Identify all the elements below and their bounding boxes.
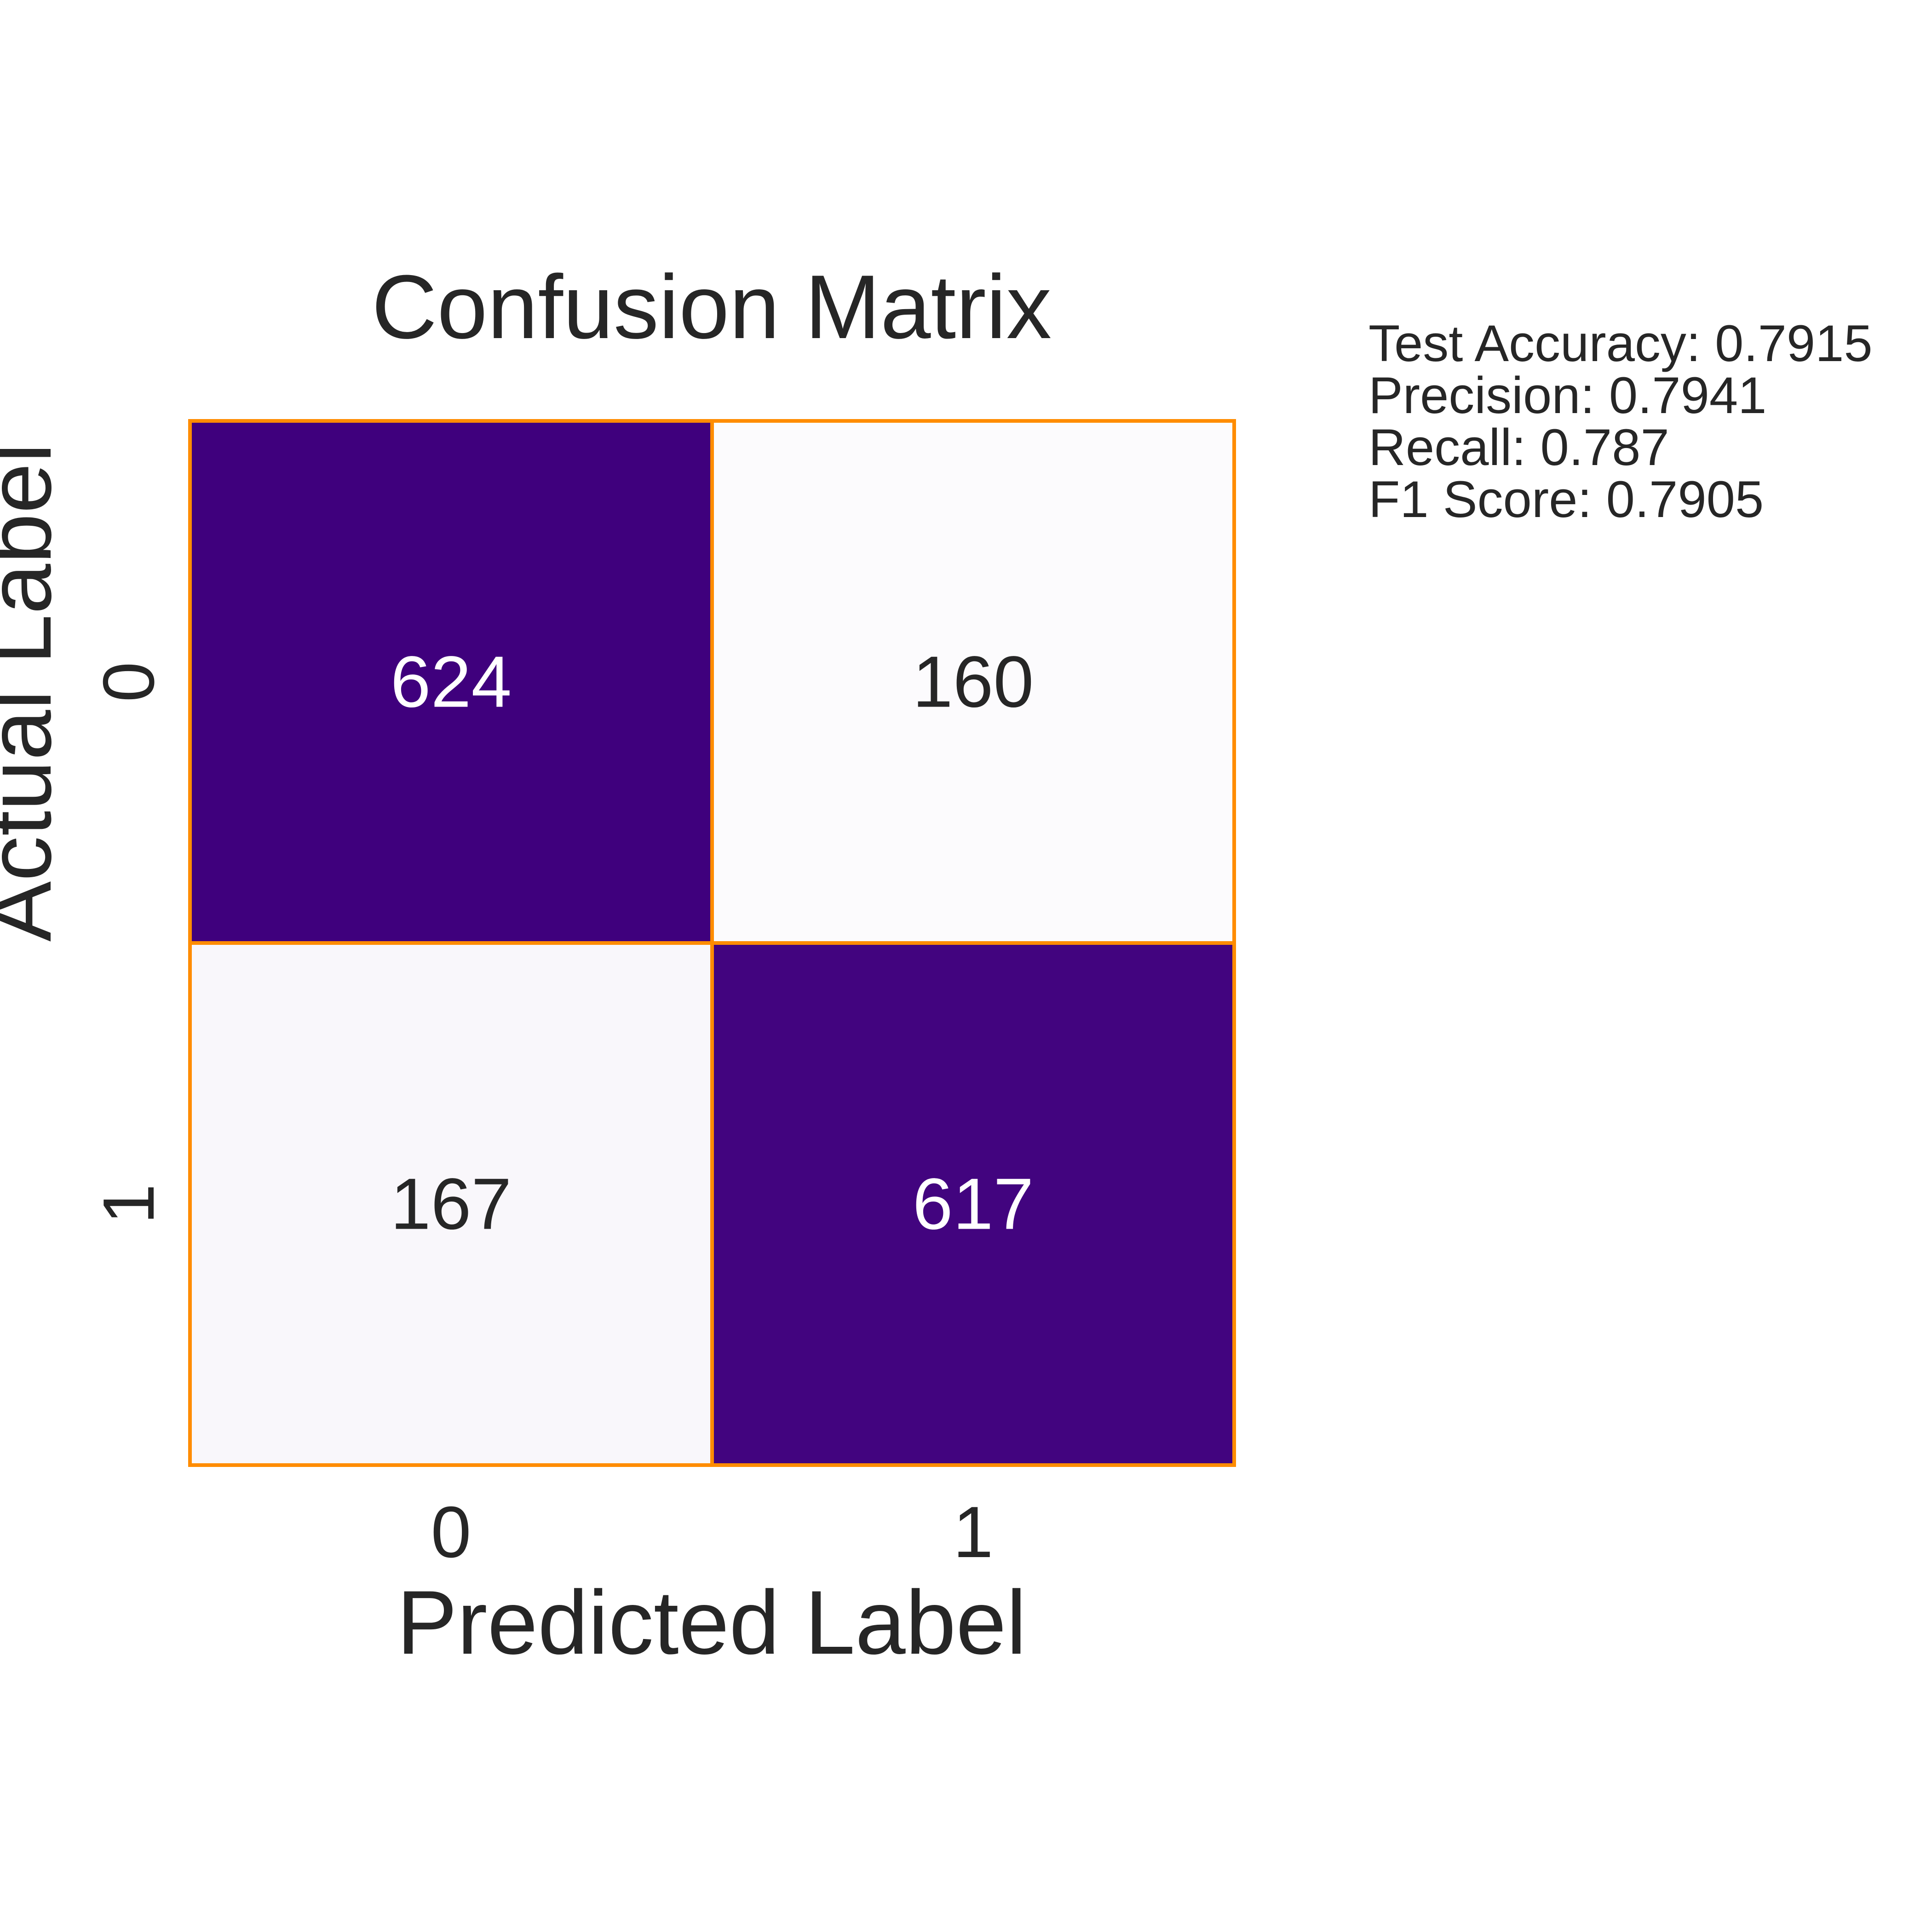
tick-labels: 0 1 0 1: [88, 662, 993, 1573]
y-tick-label-1: 1: [88, 1184, 169, 1225]
precision-text: Precision: 0.7941: [1368, 367, 1767, 424]
y-tick-label-0: 0: [88, 662, 169, 702]
heatmap-cell-0-1: [710, 419, 1236, 945]
heatmap-cells: [188, 419, 1236, 1467]
x-axis-label: Predicted Label: [397, 1572, 1027, 1673]
cell-value-1-1: 617: [913, 1164, 1034, 1245]
chart-title: Confusion Matrix: [372, 256, 1052, 357]
heatmap-cell-1-0: [188, 941, 714, 1467]
heatmap-cell-0-0: [188, 419, 714, 945]
test-accuracy-text: Test Accuracy: 0.7915: [1368, 315, 1873, 372]
cell-annotations: 624 160 167 617: [391, 642, 1034, 1245]
x-tick-label-1: 1: [953, 1492, 994, 1573]
x-tick-label-0: 0: [431, 1492, 472, 1573]
recall-text: Recall: 0.787: [1368, 419, 1669, 476]
heatmap-cell-1-1: [710, 941, 1236, 1467]
y-axis-label: Actual Label: [0, 443, 70, 942]
cell-value-1-0: 167: [391, 1164, 512, 1245]
metrics-panel: Test Accuracy: 0.7915 Precision: 0.7941 …: [1368, 317, 1873, 525]
cell-value-0-1: 160: [913, 642, 1034, 723]
cell-value-0-0: 624: [391, 642, 512, 723]
f1-score-text: F1 Score: 0.7905: [1368, 471, 1764, 528]
